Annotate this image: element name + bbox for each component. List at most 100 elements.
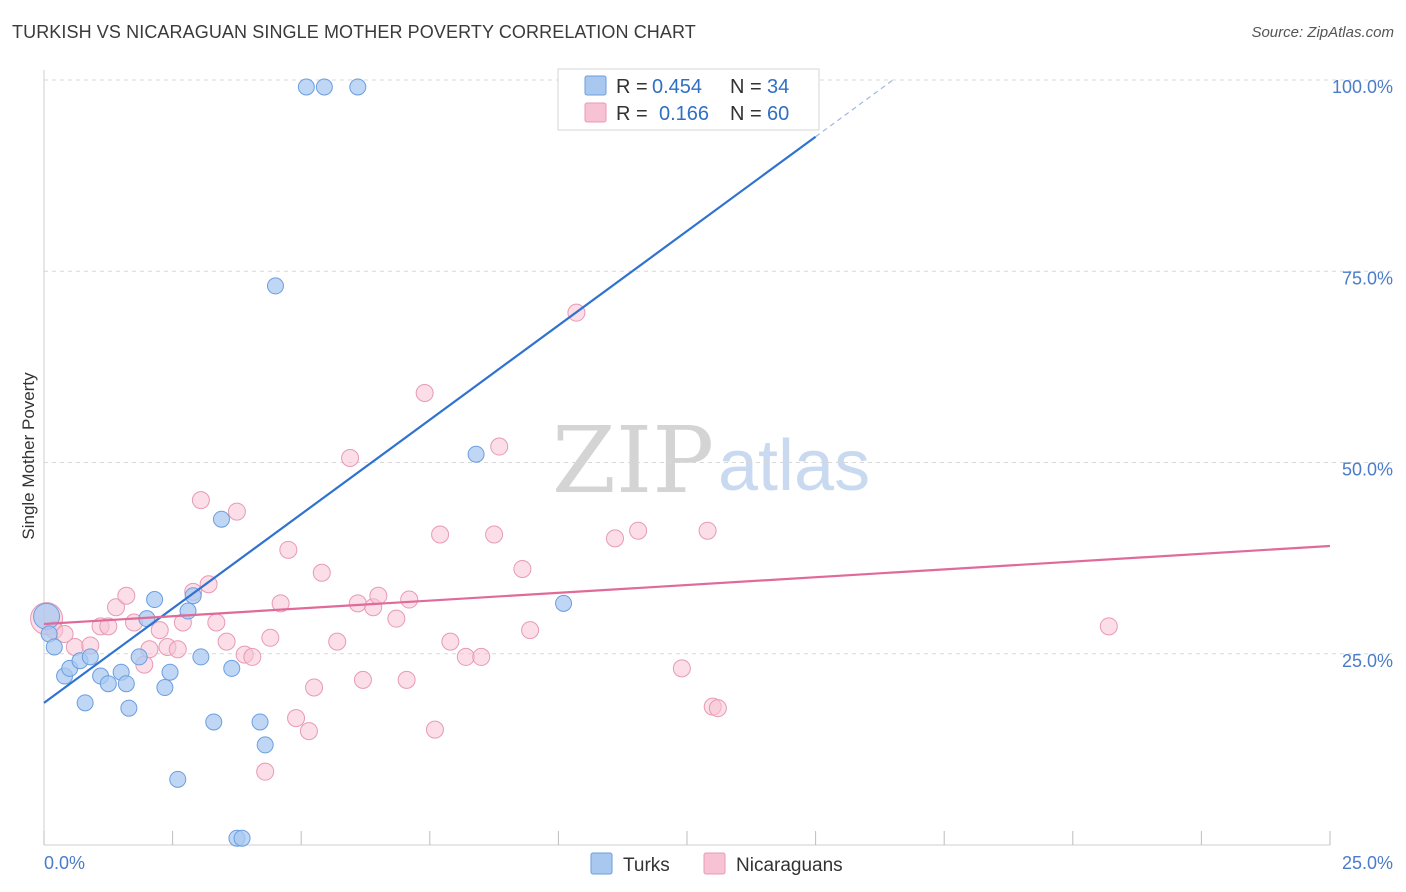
y-tick-label-75: 75.0% — [1342, 268, 1393, 288]
turks-point — [81, 648, 99, 666]
turks-point — [212, 510, 230, 528]
turks-point — [76, 694, 94, 712]
turks-point — [99, 675, 117, 693]
turks-point — [33, 602, 61, 630]
turks-point — [555, 594, 573, 612]
nicaraguans-point — [341, 449, 360, 468]
x-tick-label-right: 25.0% — [1342, 853, 1393, 873]
turks-trendline-extension — [815, 79, 894, 138]
nicaraguans-point — [168, 640, 187, 659]
nicaraguans-point — [708, 699, 727, 718]
nicaraguans-point — [353, 670, 372, 689]
nicaraguans-point — [513, 559, 532, 578]
turks-point — [45, 638, 63, 656]
bottom-legend-label-nicaraguans: Nicaraguans — [736, 855, 843, 876]
nicaraguans-point — [191, 491, 210, 510]
nicaraguans-point — [117, 586, 136, 605]
nicaraguans-point — [521, 621, 540, 640]
y-axis-title: Single Mother Poverty — [19, 372, 38, 540]
turks-point — [315, 78, 333, 96]
turks-point — [117, 675, 135, 693]
nicaraguans-point — [227, 502, 246, 521]
nicaraguans-point — [299, 722, 318, 741]
nicaraguans-point — [400, 590, 419, 609]
nicaraguans-point — [490, 437, 509, 456]
legend-n-value-nicaraguans: 60 — [767, 103, 789, 125]
turks-point — [120, 699, 138, 717]
nicaraguans-point — [312, 563, 331, 582]
turks-point — [130, 648, 148, 666]
turks-point — [156, 679, 174, 697]
nicaraguans-point — [431, 525, 450, 544]
watermark-atlas: atlas — [718, 426, 870, 506]
nicaraguans-point — [672, 659, 691, 678]
nicaraguans-point — [328, 632, 347, 651]
turks-point — [146, 591, 164, 609]
nicaraguans-point — [217, 632, 236, 651]
nicaraguans-point — [261, 628, 280, 647]
legend-n-label-turks: N = — [730, 76, 762, 98]
legend-swatch-turks — [584, 75, 607, 96]
turks-point — [467, 445, 485, 463]
turks-point — [251, 713, 269, 731]
nicaraguans-point — [397, 670, 416, 689]
turks-point — [169, 770, 187, 788]
turks-point — [161, 663, 179, 681]
nicaraguans-point — [369, 586, 388, 605]
y-tick-label-50: 50.0% — [1342, 460, 1393, 480]
nicaraguans-point — [271, 594, 290, 613]
turks-point — [297, 78, 315, 96]
bottom-legend-swatch-nicaraguans — [703, 852, 726, 875]
y-tick-label-25: 25.0% — [1342, 651, 1393, 671]
turks-points — [33, 78, 573, 847]
trendlines — [43, 79, 1331, 704]
nicaraguans-point — [287, 709, 306, 728]
bottom-legend: Turks Nicaraguans — [590, 852, 843, 876]
nicaraguans-point — [698, 521, 717, 540]
source-credit: Source: ZipAtlas.com — [1251, 24, 1394, 41]
nicaraguans-point — [99, 617, 118, 636]
legend-r-value-nicaraguans: 0.166 — [659, 103, 709, 125]
nicaraguans-point — [305, 678, 324, 697]
legend-n-value-turks: 34 — [767, 76, 789, 98]
nicaraguans-point — [472, 647, 491, 666]
legend-swatch-nicaraguans — [584, 102, 607, 123]
legend-r-label-turks: R = — [616, 76, 648, 98]
nicaraguans-trendline — [43, 544, 1331, 626]
nicaraguans-point — [243, 647, 262, 666]
legend-r-value-turks: 0.454 — [652, 76, 702, 98]
y-tick-label-100: 100.0% — [1332, 77, 1393, 97]
nicaraguans-point — [425, 720, 444, 739]
nicaraguans-point — [256, 762, 275, 781]
turks-trendline — [43, 135, 817, 704]
turks-point — [256, 736, 274, 754]
legend-n-label-nicaraguans: N = — [730, 103, 762, 125]
nicaraguans-point — [456, 647, 475, 666]
bottom-legend-swatch-turks — [590, 852, 613, 875]
bottom-legend-label-turks: Turks — [623, 855, 670, 876]
x-tick-label-left: 0.0% — [44, 853, 85, 873]
nicaraguans-point — [107, 598, 126, 617]
nicaraguans-point — [485, 525, 504, 544]
y-tick-labels: 25.0% 50.0% 75.0% 100.0% — [1332, 77, 1393, 671]
nicaraguans-point — [150, 621, 169, 640]
chart-title: TURKISH VS NICARAGUAN SINGLE MOTHER POVE… — [12, 22, 696, 42]
nicaraguans-point — [348, 594, 367, 613]
nicaraguans-point — [1099, 617, 1118, 636]
nicaraguans-points — [30, 303, 1118, 781]
nicaraguans-point — [279, 540, 298, 559]
nicaraguans-point — [415, 384, 434, 402]
nicaraguans-point — [629, 521, 648, 540]
x-ticks — [43, 831, 1331, 845]
turks-point — [233, 829, 251, 847]
watermark: ZIP atlas — [552, 407, 870, 514]
turks-point — [349, 78, 367, 96]
nicaraguans-point — [441, 632, 460, 651]
turks-point — [192, 648, 210, 666]
turks-point — [223, 659, 241, 677]
turks-point — [205, 713, 223, 731]
nicaraguans-point — [605, 529, 624, 548]
nicaraguans-point — [207, 613, 226, 632]
legend-r-label-nicaraguans: R = — [616, 103, 648, 125]
